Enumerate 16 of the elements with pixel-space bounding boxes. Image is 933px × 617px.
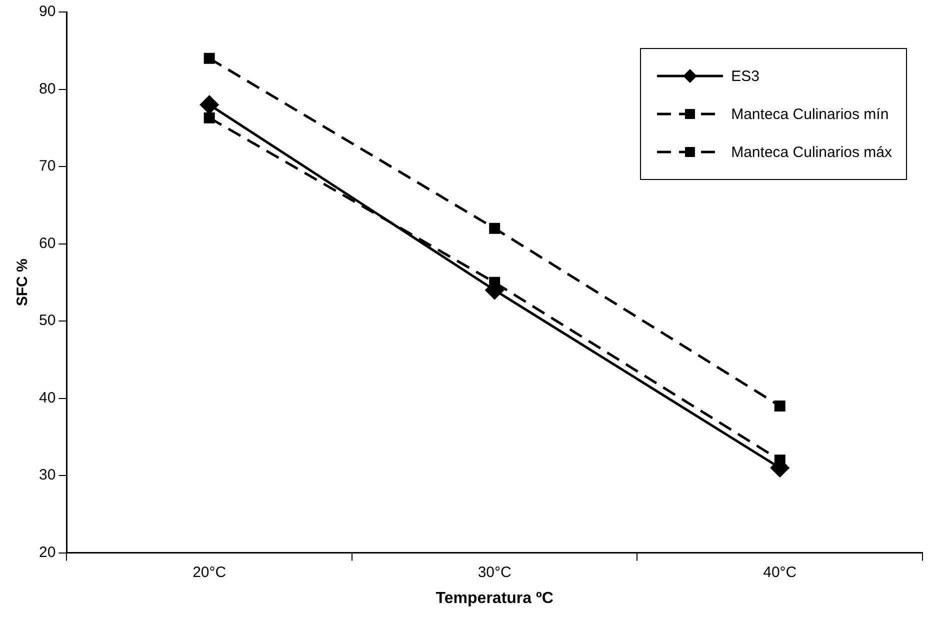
y-tick-label: 20 (38, 544, 56, 561)
y-tick-label: 80 (38, 80, 56, 98)
legend-label: Manteca Culinarios máx (731, 144, 892, 160)
x-tick-label: 30°C (478, 564, 512, 581)
y-axis-title: SFC % (14, 258, 32, 306)
legend-label: Manteca Culinarios mín (731, 106, 889, 122)
x-tick-label: 20°C (192, 564, 226, 581)
y-tick-label: 90 (38, 3, 56, 20)
legend-label: ES3 (731, 68, 760, 84)
y-tick-label: 70 (38, 158, 56, 175)
y-tick-label: 60 (38, 234, 56, 252)
x-axis-title: Temperatura ºC (436, 590, 554, 607)
y-tick-label: 50 (38, 312, 56, 330)
y-tick-label: 40 (38, 389, 56, 406)
y-tick-label: 30 (38, 466, 56, 484)
x-tick-label: 40°C (763, 564, 797, 581)
